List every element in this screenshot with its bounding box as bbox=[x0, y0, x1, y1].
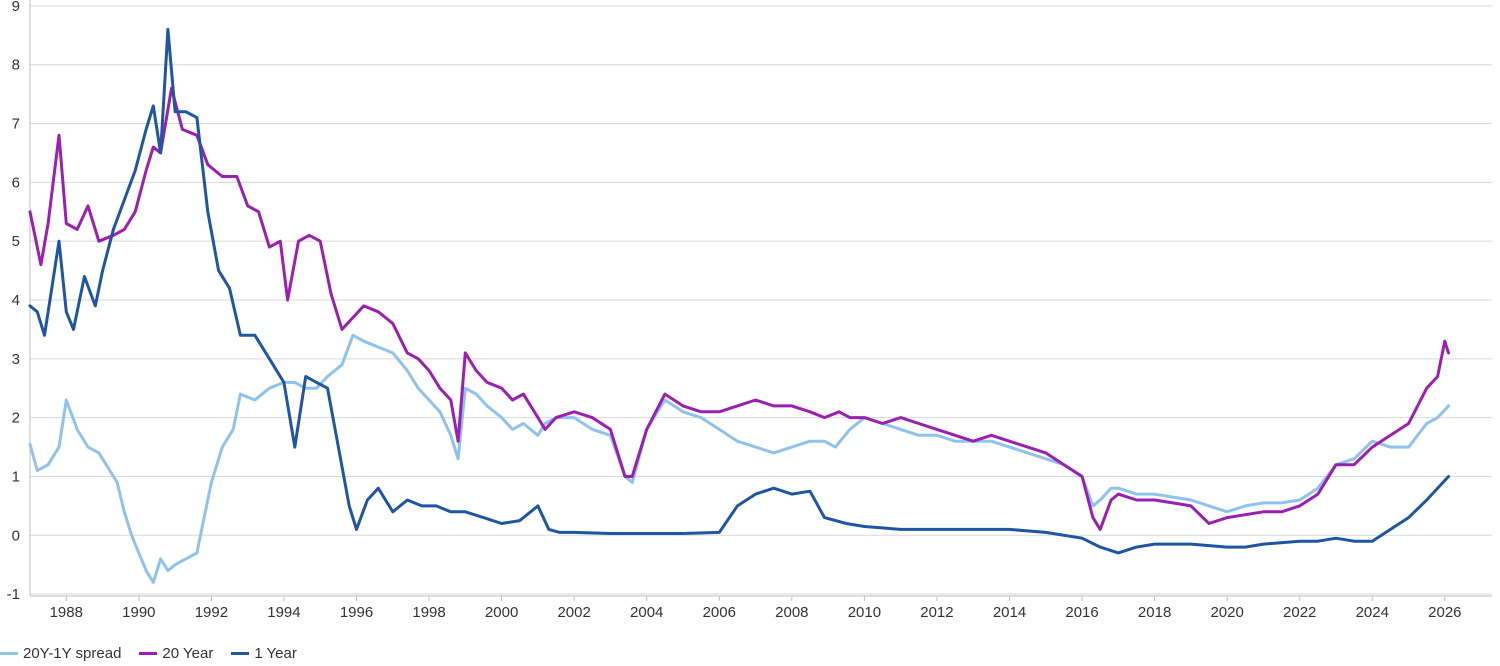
y-tick-label: 1 bbox=[12, 468, 20, 485]
series-line-20-year bbox=[28, 86, 1450, 531]
x-tick-label: 2018 bbox=[1138, 604, 1171, 621]
legend-label-20-year: 20 Year bbox=[162, 644, 214, 662]
x-tick-label: 2002 bbox=[557, 604, 590, 621]
y-tick-label: 4 bbox=[12, 292, 20, 309]
series-line-1-year bbox=[28, 27, 1450, 555]
x-tick-label: 2026 bbox=[1428, 604, 1461, 621]
x-tick-label: 2004 bbox=[630, 604, 663, 621]
legend: 20Y-1Y spread 20 Year 1 Year bbox=[0, 642, 297, 664]
x-tick-label: 2010 bbox=[848, 604, 881, 621]
legend-item-1-year: 1 Year bbox=[231, 645, 297, 662]
x-tick-label: 2016 bbox=[1065, 604, 1098, 621]
x-tick-label: 2022 bbox=[1283, 604, 1316, 621]
x-tick-label: 2006 bbox=[703, 604, 736, 621]
y-tick-label: -1 bbox=[7, 586, 20, 603]
x-tick-label: 2024 bbox=[1356, 604, 1389, 621]
y-tick-label: 2 bbox=[12, 410, 20, 427]
x-tick-label: 1996 bbox=[340, 604, 373, 621]
y-tick-label: 3 bbox=[12, 351, 20, 368]
line-chart: -1 0 1 2 3 4 5 6 7 8 9 1988 1990 1992 1994 1996 1998 200… bbox=[7, 0, 1492, 621]
y-tick-label: 5 bbox=[12, 233, 20, 250]
x-tick-label: 2008 bbox=[775, 604, 808, 621]
x-tick-label: 2000 bbox=[485, 604, 518, 621]
y-tick-label: 9 bbox=[12, 0, 20, 15]
y-tick-label: 8 bbox=[12, 57, 20, 74]
x-tick-label: 1998 bbox=[412, 604, 445, 621]
legend-swatch-1-year bbox=[231, 651, 250, 655]
series-lines bbox=[28, 27, 1450, 584]
x-axis-tick-labels: 1988 1990 1992 1994 1996 1998 2000 2002 2004 2006… bbox=[50, 604, 1462, 621]
x-tick-label: 1988 bbox=[50, 604, 83, 621]
grid-lines bbox=[30, 5, 1492, 595]
legend-label-spread: 20Y-1Y spread bbox=[23, 644, 122, 662]
y-tick-label: 0 bbox=[12, 527, 20, 544]
x-tick-label: 1990 bbox=[122, 604, 155, 621]
y-tick-label: 7 bbox=[12, 116, 20, 133]
x-tick-label: 1994 bbox=[267, 604, 300, 621]
legend-swatch-20-year bbox=[139, 651, 158, 655]
x-tick-label: 2012 bbox=[920, 604, 953, 621]
legend-swatch-spread bbox=[0, 651, 18, 655]
x-tick-label: 2014 bbox=[993, 604, 1026, 621]
x-tick-label: 2020 bbox=[1210, 604, 1243, 621]
legend-item-20-year: 20 Year bbox=[139, 645, 213, 662]
x-tick-label: 1992 bbox=[195, 604, 228, 621]
legend-item-spread: 20Y-1Y spread bbox=[0, 645, 121, 662]
y-axis-tick-labels: -1 0 1 2 3 4 5 6 7 8 9 bbox=[7, 0, 20, 603]
legend-label-1-year: 1 Year bbox=[254, 644, 297, 662]
y-tick-label: 6 bbox=[12, 174, 20, 191]
x-axis bbox=[29, 0, 1492, 601]
series-line-spread bbox=[28, 333, 1450, 584]
